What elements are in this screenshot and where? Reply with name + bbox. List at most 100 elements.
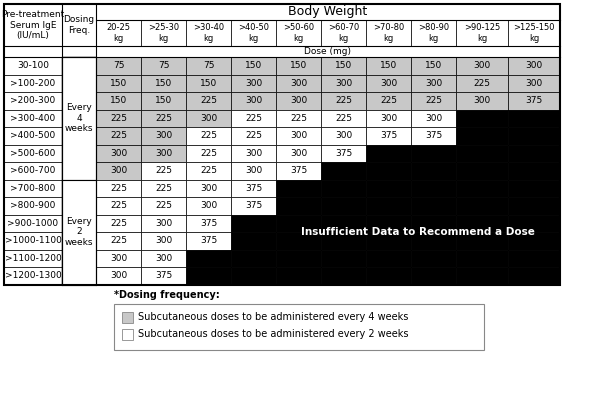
Text: 150: 150 <box>155 79 172 88</box>
Text: 225: 225 <box>290 114 307 123</box>
Bar <box>62 127 96 145</box>
Bar <box>276 20 321 46</box>
Bar <box>114 303 484 349</box>
Bar <box>4 162 62 179</box>
Bar <box>508 267 560 285</box>
Bar <box>456 250 508 267</box>
Bar <box>4 46 62 57</box>
Text: 300: 300 <box>110 149 127 158</box>
Bar <box>186 197 231 214</box>
Bar <box>321 20 366 46</box>
Bar <box>411 57 456 74</box>
Bar <box>411 92 456 110</box>
Bar <box>366 57 411 74</box>
Text: >60-70
kg: >60-70 kg <box>328 23 359 43</box>
Text: 300: 300 <box>473 61 490 70</box>
Bar <box>456 127 508 145</box>
Text: >40-50
kg: >40-50 kg <box>238 23 269 43</box>
Bar <box>321 250 366 267</box>
Bar <box>231 267 276 285</box>
Bar <box>321 162 366 179</box>
Bar <box>141 179 186 197</box>
Text: 300: 300 <box>155 219 172 228</box>
Text: Every
2
weeks: Every 2 weeks <box>65 217 93 247</box>
Bar <box>508 162 560 179</box>
Bar <box>96 145 141 162</box>
Text: >90-125
kg: >90-125 kg <box>464 23 500 43</box>
Bar <box>62 57 96 74</box>
Bar <box>366 214 411 232</box>
Text: 375: 375 <box>200 219 217 228</box>
Bar <box>4 4 62 46</box>
Text: 225: 225 <box>474 79 490 88</box>
Text: 375: 375 <box>290 166 307 175</box>
Text: >800-900: >800-900 <box>10 201 55 210</box>
Text: 300: 300 <box>155 149 172 158</box>
Bar <box>62 179 96 285</box>
Text: 300: 300 <box>110 254 127 263</box>
Bar <box>96 110 141 127</box>
Text: 150: 150 <box>110 79 127 88</box>
Bar <box>411 250 456 267</box>
Bar <box>231 92 276 110</box>
Text: 300: 300 <box>290 131 307 140</box>
Bar <box>186 74 231 92</box>
Text: 300: 300 <box>380 79 397 88</box>
Bar <box>4 267 62 285</box>
Bar <box>231 179 276 197</box>
Text: 300: 300 <box>200 114 217 123</box>
Bar <box>186 20 231 46</box>
Bar <box>508 57 560 74</box>
Bar <box>276 267 321 285</box>
Bar <box>96 4 560 20</box>
Bar <box>411 214 456 232</box>
Text: 300: 300 <box>245 149 262 158</box>
Text: 375: 375 <box>525 96 543 105</box>
Bar <box>456 214 508 232</box>
Bar <box>62 57 96 179</box>
Bar <box>321 214 366 232</box>
Bar <box>4 4 560 285</box>
Text: Subcutaneous doses to be administered every 2 weeks: Subcutaneous doses to be administered ev… <box>138 329 408 339</box>
Bar <box>508 179 560 197</box>
Text: >125-150
kg: >125-150 kg <box>513 23 555 43</box>
Bar <box>456 232 508 250</box>
Bar <box>276 179 321 197</box>
Text: 225: 225 <box>245 131 262 140</box>
Text: 375: 375 <box>245 184 262 193</box>
Text: >600-700: >600-700 <box>10 166 55 175</box>
Bar <box>276 162 321 179</box>
Text: Subcutaneous doses to be administered every 4 weeks: Subcutaneous doses to be administered ev… <box>138 312 408 322</box>
Bar <box>4 4 96 46</box>
Text: 225: 225 <box>380 96 397 105</box>
Bar <box>366 110 411 127</box>
Bar <box>366 20 411 46</box>
Text: 225: 225 <box>110 184 127 193</box>
Bar <box>456 57 508 74</box>
Text: 150: 150 <box>335 61 352 70</box>
Bar <box>231 162 276 179</box>
Bar <box>62 92 96 110</box>
Bar <box>411 179 456 197</box>
Bar <box>141 145 186 162</box>
Bar <box>122 329 133 339</box>
Bar <box>456 145 508 162</box>
Bar <box>321 145 366 162</box>
Bar <box>186 145 231 162</box>
Bar <box>366 232 411 250</box>
Text: 225: 225 <box>335 96 352 105</box>
Bar <box>366 267 411 285</box>
Text: Dosing
Freq.: Dosing Freq. <box>63 15 95 35</box>
Bar <box>186 110 231 127</box>
Text: 225: 225 <box>155 184 172 193</box>
Text: 150: 150 <box>200 79 217 88</box>
Bar <box>366 197 411 214</box>
Text: 225: 225 <box>200 131 217 140</box>
Bar <box>321 197 366 214</box>
Text: >700-800: >700-800 <box>10 184 55 193</box>
Bar <box>321 110 366 127</box>
Bar <box>508 232 560 250</box>
Text: 150: 150 <box>245 61 262 70</box>
Bar <box>411 20 456 46</box>
Text: 300: 300 <box>155 254 172 263</box>
